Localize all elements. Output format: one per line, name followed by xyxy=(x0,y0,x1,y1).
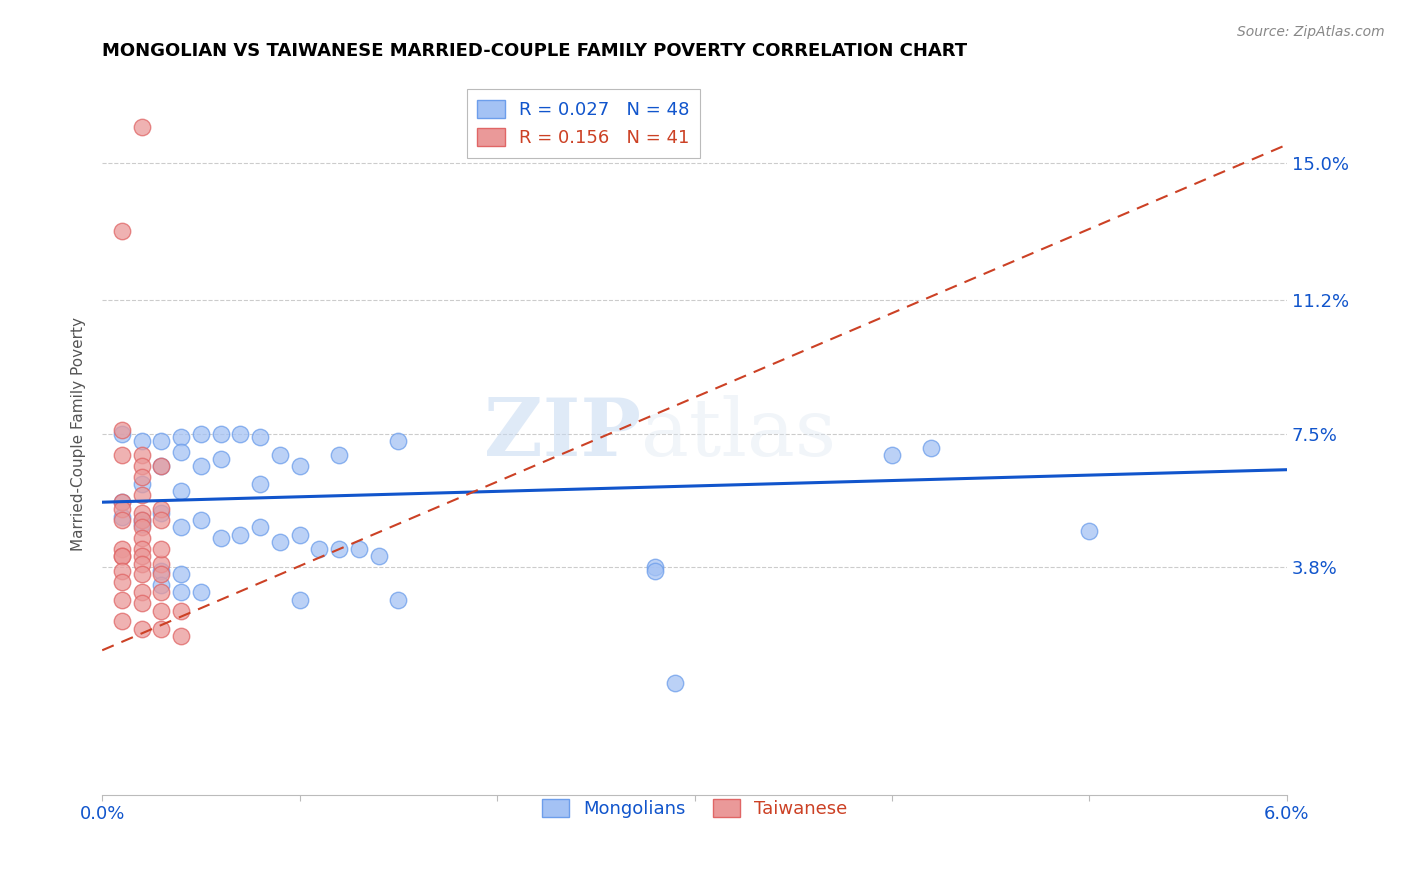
Point xyxy=(131,585,153,599)
Point xyxy=(111,574,134,589)
Point xyxy=(131,470,153,484)
Point xyxy=(664,675,686,690)
Point xyxy=(170,430,193,444)
Point xyxy=(131,459,153,474)
Point xyxy=(249,430,271,444)
Point xyxy=(229,426,252,441)
Point xyxy=(111,224,134,238)
Point xyxy=(111,542,134,557)
Point xyxy=(150,502,173,516)
Point xyxy=(131,549,153,564)
Y-axis label: Married-Couple Family Poverty: Married-Couple Family Poverty xyxy=(72,317,86,550)
Point xyxy=(111,549,134,564)
Point xyxy=(131,520,153,534)
Point xyxy=(249,520,271,534)
Point xyxy=(150,564,173,578)
Point xyxy=(150,578,173,592)
Point xyxy=(209,531,232,545)
Point xyxy=(150,567,173,582)
Point xyxy=(644,560,666,574)
Point xyxy=(920,441,942,455)
Point xyxy=(111,495,134,509)
Point xyxy=(131,513,153,527)
Point xyxy=(249,477,271,491)
Point xyxy=(387,434,409,448)
Point xyxy=(111,426,134,441)
Point xyxy=(131,516,153,531)
Point xyxy=(131,567,153,582)
Point xyxy=(150,54,173,69)
Point xyxy=(269,448,291,462)
Point xyxy=(131,622,153,636)
Point xyxy=(131,120,153,134)
Legend: Mongolians, Taiwanese: Mongolians, Taiwanese xyxy=(534,791,855,825)
Point xyxy=(111,513,134,527)
Point xyxy=(131,542,153,557)
Point xyxy=(170,629,193,643)
Point xyxy=(150,585,173,599)
Point xyxy=(111,592,134,607)
Point xyxy=(150,506,173,520)
Point xyxy=(150,603,173,617)
Point xyxy=(111,509,134,524)
Point xyxy=(170,567,193,582)
Point xyxy=(328,542,350,557)
Point xyxy=(170,603,193,617)
Text: ZIP: ZIP xyxy=(484,394,641,473)
Point xyxy=(111,615,134,629)
Point xyxy=(190,585,212,599)
Point xyxy=(367,549,389,564)
Point xyxy=(131,557,153,571)
Point xyxy=(111,564,134,578)
Text: MONGOLIAN VS TAIWANESE MARRIED-COUPLE FAMILY POVERTY CORRELATION CHART: MONGOLIAN VS TAIWANESE MARRIED-COUPLE FA… xyxy=(103,42,967,60)
Point xyxy=(150,513,173,527)
Point xyxy=(288,527,311,541)
Point xyxy=(347,542,370,557)
Point xyxy=(131,506,153,520)
Point xyxy=(150,622,173,636)
Point xyxy=(111,448,134,462)
Point xyxy=(131,448,153,462)
Point xyxy=(288,459,311,474)
Point xyxy=(880,448,903,462)
Point xyxy=(209,426,232,441)
Point xyxy=(131,434,153,448)
Point xyxy=(150,542,173,557)
Point xyxy=(131,513,153,527)
Point xyxy=(131,477,153,491)
Text: atlas: atlas xyxy=(641,394,837,473)
Point xyxy=(308,542,330,557)
Point xyxy=(131,488,153,502)
Point xyxy=(269,535,291,549)
Point xyxy=(229,527,252,541)
Point xyxy=(170,484,193,499)
Point xyxy=(170,520,193,534)
Point xyxy=(190,426,212,441)
Point xyxy=(170,444,193,458)
Point xyxy=(190,459,212,474)
Point xyxy=(150,459,173,474)
Point xyxy=(111,423,134,437)
Point xyxy=(150,459,173,474)
Point xyxy=(150,557,173,571)
Point xyxy=(150,434,173,448)
Point xyxy=(190,513,212,527)
Point xyxy=(131,531,153,545)
Point xyxy=(288,592,311,607)
Point xyxy=(111,549,134,564)
Point xyxy=(328,448,350,462)
Point xyxy=(209,451,232,466)
Point xyxy=(644,564,666,578)
Text: Source: ZipAtlas.com: Source: ZipAtlas.com xyxy=(1237,25,1385,39)
Point xyxy=(111,502,134,516)
Point xyxy=(1078,524,1101,538)
Point xyxy=(387,592,409,607)
Point xyxy=(131,596,153,610)
Point xyxy=(111,495,134,509)
Point xyxy=(170,585,193,599)
